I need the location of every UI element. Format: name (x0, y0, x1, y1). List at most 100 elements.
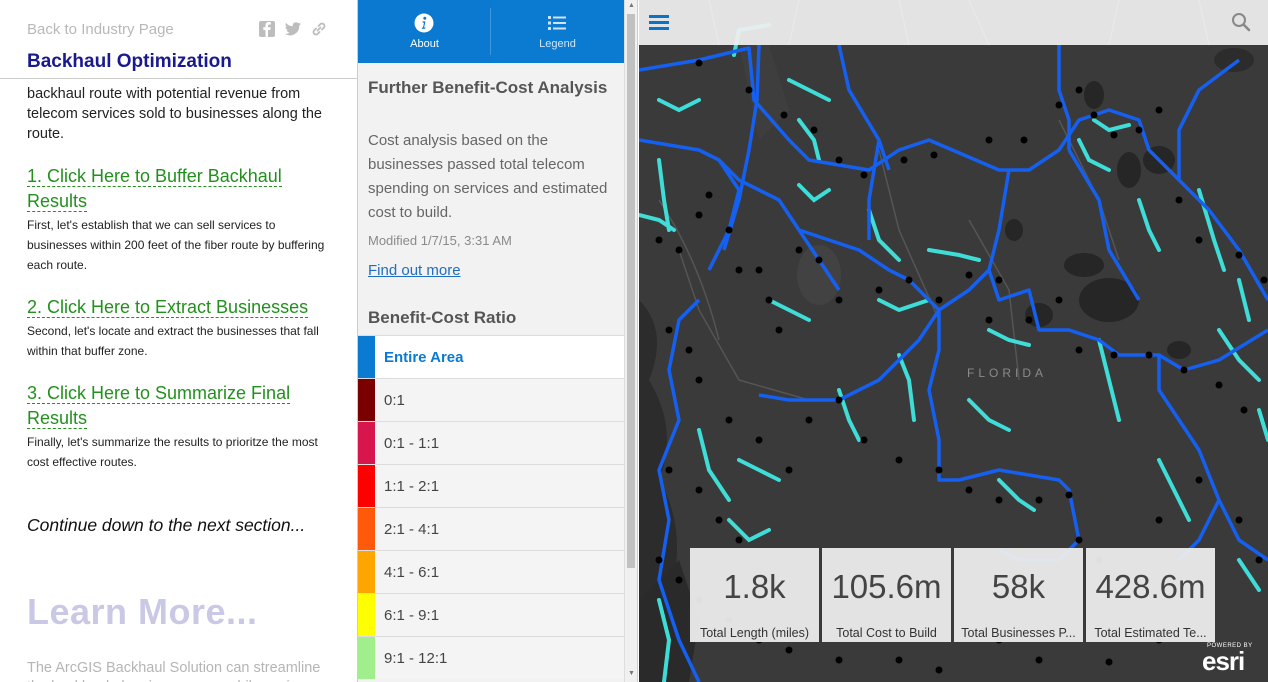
link-icon[interactable] (310, 20, 328, 38)
backhaul-route[interactable] (717, 158, 841, 291)
business-point[interactable] (965, 486, 973, 494)
side-panel-scrollbar[interactable]: ▲ ▼ (624, 0, 637, 682)
business-point[interactable] (1155, 106, 1163, 114)
business-point[interactable] (765, 296, 773, 304)
backhaul-route[interactable] (927, 169, 1081, 541)
legend-item[interactable]: 6:1 - 9:1 (358, 593, 624, 636)
esri-logo[interactable]: POWERED BY esri (1202, 643, 1262, 679)
business-point[interactable] (805, 416, 813, 424)
business-point[interactable] (1180, 366, 1188, 374)
business-point[interactable] (675, 246, 683, 254)
business-point[interactable] (815, 256, 823, 264)
business-point[interactable] (1195, 476, 1203, 484)
business-point[interactable] (935, 296, 943, 304)
basemap[interactable] (639, 0, 1268, 682)
backhaul-route[interactable] (1177, 58, 1241, 180)
business-point[interactable] (725, 226, 733, 234)
business-point[interactable] (895, 456, 903, 464)
business-point[interactable] (905, 276, 913, 284)
business-point[interactable] (780, 111, 788, 119)
business-point[interactable] (1075, 86, 1083, 94)
business-point[interactable] (665, 466, 673, 474)
business-point[interactable] (1055, 296, 1063, 304)
legend-item[interactable]: 1:1 - 2:1 (358, 464, 624, 507)
business-point[interactable] (755, 266, 763, 274)
backhaul-route[interactable] (639, 138, 741, 271)
business-point[interactable] (785, 466, 793, 474)
business-point[interactable] (1055, 101, 1063, 109)
stat-total-length[interactable]: 1.8k Total Length (miles) (690, 548, 819, 642)
legend-item[interactable]: 0:1 - 1:1 (358, 421, 624, 464)
business-point[interactable] (675, 576, 683, 584)
buffer-backhaul-link[interactable]: 1. Click Here to Buffer Backhaul Results (27, 166, 282, 212)
backhaul-route[interactable] (798, 228, 941, 312)
backhaul-route[interactable] (987, 269, 1268, 372)
stat-total-cost[interactable]: 105.6m Total Cost to Build (822, 548, 951, 642)
menu-icon[interactable] (649, 14, 669, 31)
business-point[interactable] (775, 326, 783, 334)
business-point[interactable] (860, 171, 868, 179)
extract-businesses-link[interactable]: 2. Click Here to Extract Businesses (27, 297, 309, 318)
business-point[interactable] (735, 536, 743, 544)
business-point[interactable] (1065, 491, 1073, 499)
business-point[interactable] (875, 286, 883, 294)
find-out-more-link[interactable]: Find out more (368, 262, 461, 279)
business-point[interactable] (795, 246, 803, 254)
business-point[interactable] (1235, 516, 1243, 524)
scroll-thumb[interactable] (627, 14, 635, 568)
business-point[interactable] (810, 126, 818, 134)
business-point[interactable] (935, 666, 943, 674)
business-point[interactable] (895, 656, 903, 664)
backhaul-route[interactable] (1157, 355, 1268, 562)
business-point[interactable] (695, 59, 703, 67)
business-point[interactable] (1110, 351, 1118, 359)
business-point[interactable] (1025, 316, 1033, 324)
business-point[interactable] (735, 266, 743, 274)
backhaul-route[interactable] (758, 309, 941, 402)
business-point[interactable] (665, 326, 673, 334)
legend-item[interactable]: 4:1 - 6:1 (358, 550, 624, 593)
backhaul-route[interactable] (657, 298, 701, 682)
backhaul-route[interactable] (1067, 149, 1141, 301)
twitter-icon[interactable] (284, 20, 302, 38)
business-point[interactable] (655, 236, 663, 244)
business-point[interactable] (1260, 276, 1268, 284)
summarize-results-link[interactable]: 3. Click Here to Summarize Final Results (27, 383, 291, 429)
business-point[interactable] (1075, 536, 1083, 544)
legend-item[interactable]: 0:1 (358, 378, 624, 421)
business-point[interactable] (995, 496, 1003, 504)
business-point[interactable] (835, 156, 843, 164)
business-point[interactable] (1035, 656, 1043, 664)
tab-about[interactable]: About (358, 0, 491, 63)
business-point[interactable] (695, 376, 703, 384)
business-point[interactable] (695, 211, 703, 219)
business-point[interactable] (1110, 131, 1118, 139)
business-point[interactable] (695, 486, 703, 494)
stat-total-estimated[interactable]: 428.6m Total Estimated Te... (1086, 548, 1215, 642)
business-point[interactable] (1240, 406, 1248, 414)
business-point[interactable] (725, 416, 733, 424)
backhaul-route[interactable] (837, 44, 891, 171)
legend-item[interactable]: 9:1 - 12:1 (358, 636, 624, 679)
business-point[interactable] (985, 316, 993, 324)
stat-total-businesses[interactable]: 58k Total Businesses P... (954, 548, 1083, 642)
business-point[interactable] (1020, 136, 1028, 144)
backhaul-route[interactable] (639, 46, 1268, 301)
tab-legend[interactable]: Legend (491, 0, 624, 63)
business-point[interactable] (685, 346, 693, 354)
business-point[interactable] (1035, 496, 1043, 504)
legend-item[interactable]: 2:1 - 4:1 (358, 507, 624, 550)
map-view[interactable]: FLORIDA 1.8k Total Length (miles) 105.6m… (639, 0, 1268, 682)
business-point[interactable] (835, 396, 843, 404)
business-point[interactable] (1145, 351, 1153, 359)
business-point[interactable] (755, 436, 763, 444)
business-point[interactable] (655, 556, 663, 564)
search-icon[interactable] (1231, 12, 1251, 32)
scroll-down-arrow[interactable]: ▼ (628, 670, 635, 677)
business-point[interactable] (835, 656, 843, 664)
backhaul-route[interactable] (1057, 45, 1071, 150)
business-point[interactable] (1215, 381, 1223, 389)
business-point[interactable] (1255, 556, 1263, 564)
business-point[interactable] (1155, 516, 1163, 524)
business-point[interactable] (860, 436, 868, 444)
